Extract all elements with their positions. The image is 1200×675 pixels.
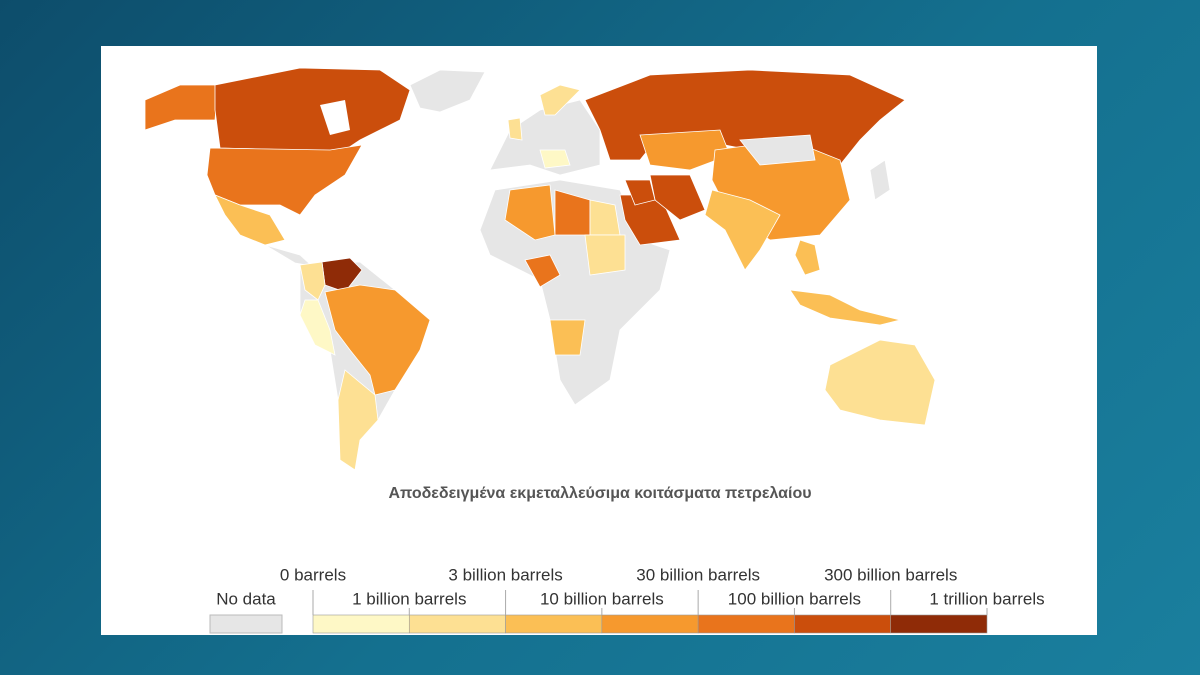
region <box>789 289 901 326</box>
region <box>214 67 411 161</box>
legend-swatch <box>890 614 988 634</box>
legend-swatch <box>697 614 795 634</box>
legend-label: 1 trillion barrels <box>929 589 1044 608</box>
legend-swatch <box>408 614 506 634</box>
legend-label: 1 billion barrels <box>352 589 466 608</box>
region <box>324 284 431 396</box>
lake <box>320 100 350 135</box>
legend-swatch <box>505 614 603 634</box>
region <box>794 239 821 276</box>
region <box>549 319 586 356</box>
legend-swatch <box>794 614 892 634</box>
legend-swatch <box>601 614 699 634</box>
region <box>539 84 581 116</box>
region <box>824 339 936 426</box>
region <box>214 194 286 246</box>
legend-label: 10 billion barrels <box>540 589 664 608</box>
legend-swatch <box>312 614 410 634</box>
region <box>337 369 379 471</box>
region <box>264 244 314 267</box>
region <box>584 234 626 276</box>
legend-label: 3 billion barrels <box>448 565 562 584</box>
region <box>299 261 326 301</box>
legend-label: 0 barrels <box>280 565 346 584</box>
region <box>639 129 731 171</box>
legend-label: 100 billion barrels <box>728 589 861 608</box>
region <box>869 159 891 201</box>
legend-swatch <box>209 614 283 634</box>
region <box>739 134 816 166</box>
region <box>504 184 556 241</box>
map-title: Αποδεδειγμένα εκμεταλλεύσιμα κοιτάσματα … <box>388 485 811 502</box>
region <box>524 254 561 288</box>
legend-label: No data <box>216 589 276 608</box>
legend-label: 30 billion barrels <box>636 565 760 584</box>
legend-label: 300 billion barrels <box>824 565 957 584</box>
region <box>539 149 571 169</box>
region <box>704 189 781 271</box>
region <box>624 179 656 206</box>
region <box>409 69 486 113</box>
region <box>144 84 219 131</box>
region <box>507 117 523 141</box>
world-map <box>144 67 936 471</box>
region <box>206 144 363 216</box>
region <box>299 299 336 356</box>
